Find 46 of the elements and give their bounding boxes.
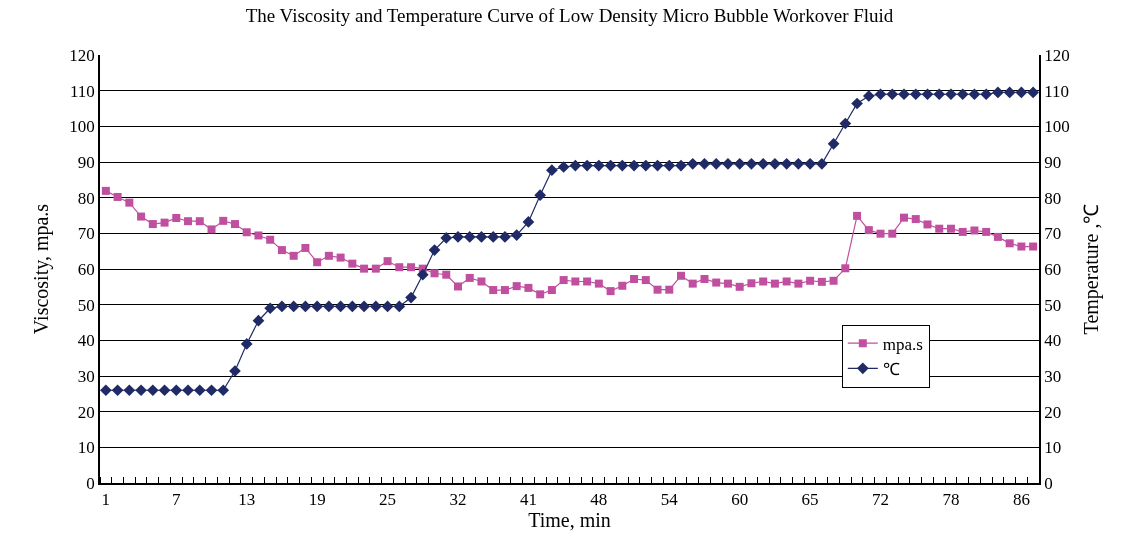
x-tick-label: 72 — [872, 490, 890, 510]
y-tick-label: 30 — [77, 366, 95, 386]
x-axis-title: Time, min — [528, 509, 611, 532]
chart-title: The Viscosity and Temperature Curve of Low Density Micro Bubble Workover Fluid — [245, 4, 894, 26]
y-tick-label: 80 — [77, 188, 95, 208]
x-tick-label: 1 — [101, 490, 111, 510]
y2-tick-label: 0 — [1044, 473, 1053, 493]
y2-tick-label: 80 — [1044, 188, 1062, 208]
x-tick-label: 19 — [308, 490, 326, 510]
y2-tick-label: 20 — [1044, 402, 1062, 422]
y2-tick-label: 50 — [1044, 295, 1062, 315]
y-tick-label: 40 — [77, 331, 95, 351]
y-tick-label: 10 — [77, 438, 95, 458]
x-tick-label: 13 — [238, 490, 256, 510]
y2-tick-label: 100 — [1044, 117, 1070, 137]
y-tick-label: 50 — [77, 295, 95, 315]
y2-tick-label: 40 — [1044, 331, 1062, 351]
y-tick-label: 0 — [86, 473, 95, 493]
y2-tick-label: 70 — [1044, 224, 1062, 244]
x-tick-label: 86 — [1012, 490, 1030, 510]
y-tick-label: 70 — [77, 224, 95, 244]
y2-tick-label: 60 — [1044, 259, 1062, 279]
y-tick-label: 100 — [69, 117, 95, 137]
y-tick-label: 120 — [69, 45, 95, 65]
y2-tick-label: 90 — [1044, 152, 1062, 172]
y2-tick-label: 110 — [1044, 81, 1070, 101]
y-tick-label: 20 — [77, 402, 95, 422]
legend-label: mpa.s — [882, 334, 923, 354]
y2-tick-label: 30 — [1044, 366, 1062, 386]
x-tick-label: 48 — [590, 490, 608, 510]
y-tick-label: 90 — [77, 152, 95, 172]
x-tick-label: 65 — [801, 490, 819, 510]
x-tick-label: 54 — [660, 490, 679, 510]
x-tick-label: 25 — [379, 490, 397, 510]
y-axis-title: Viscosity, mpa.s — [30, 203, 54, 335]
x-tick-label: 32 — [449, 490, 467, 510]
y2-tick-label: 10 — [1044, 438, 1062, 458]
y-tick-label: 60 — [77, 259, 95, 279]
y2-tick-label: 120 — [1044, 45, 1070, 65]
y2-axis-title: Temperature ,℃ — [1079, 203, 1103, 335]
y-tick-label: 110 — [69, 81, 95, 101]
legend-label: ℃ — [882, 359, 900, 379]
x-tick-label: 7 — [172, 490, 182, 510]
x-tick-label: 78 — [942, 490, 960, 510]
x-tick-label: 41 — [519, 490, 537, 510]
x-tick-label: 60 — [731, 490, 749, 510]
